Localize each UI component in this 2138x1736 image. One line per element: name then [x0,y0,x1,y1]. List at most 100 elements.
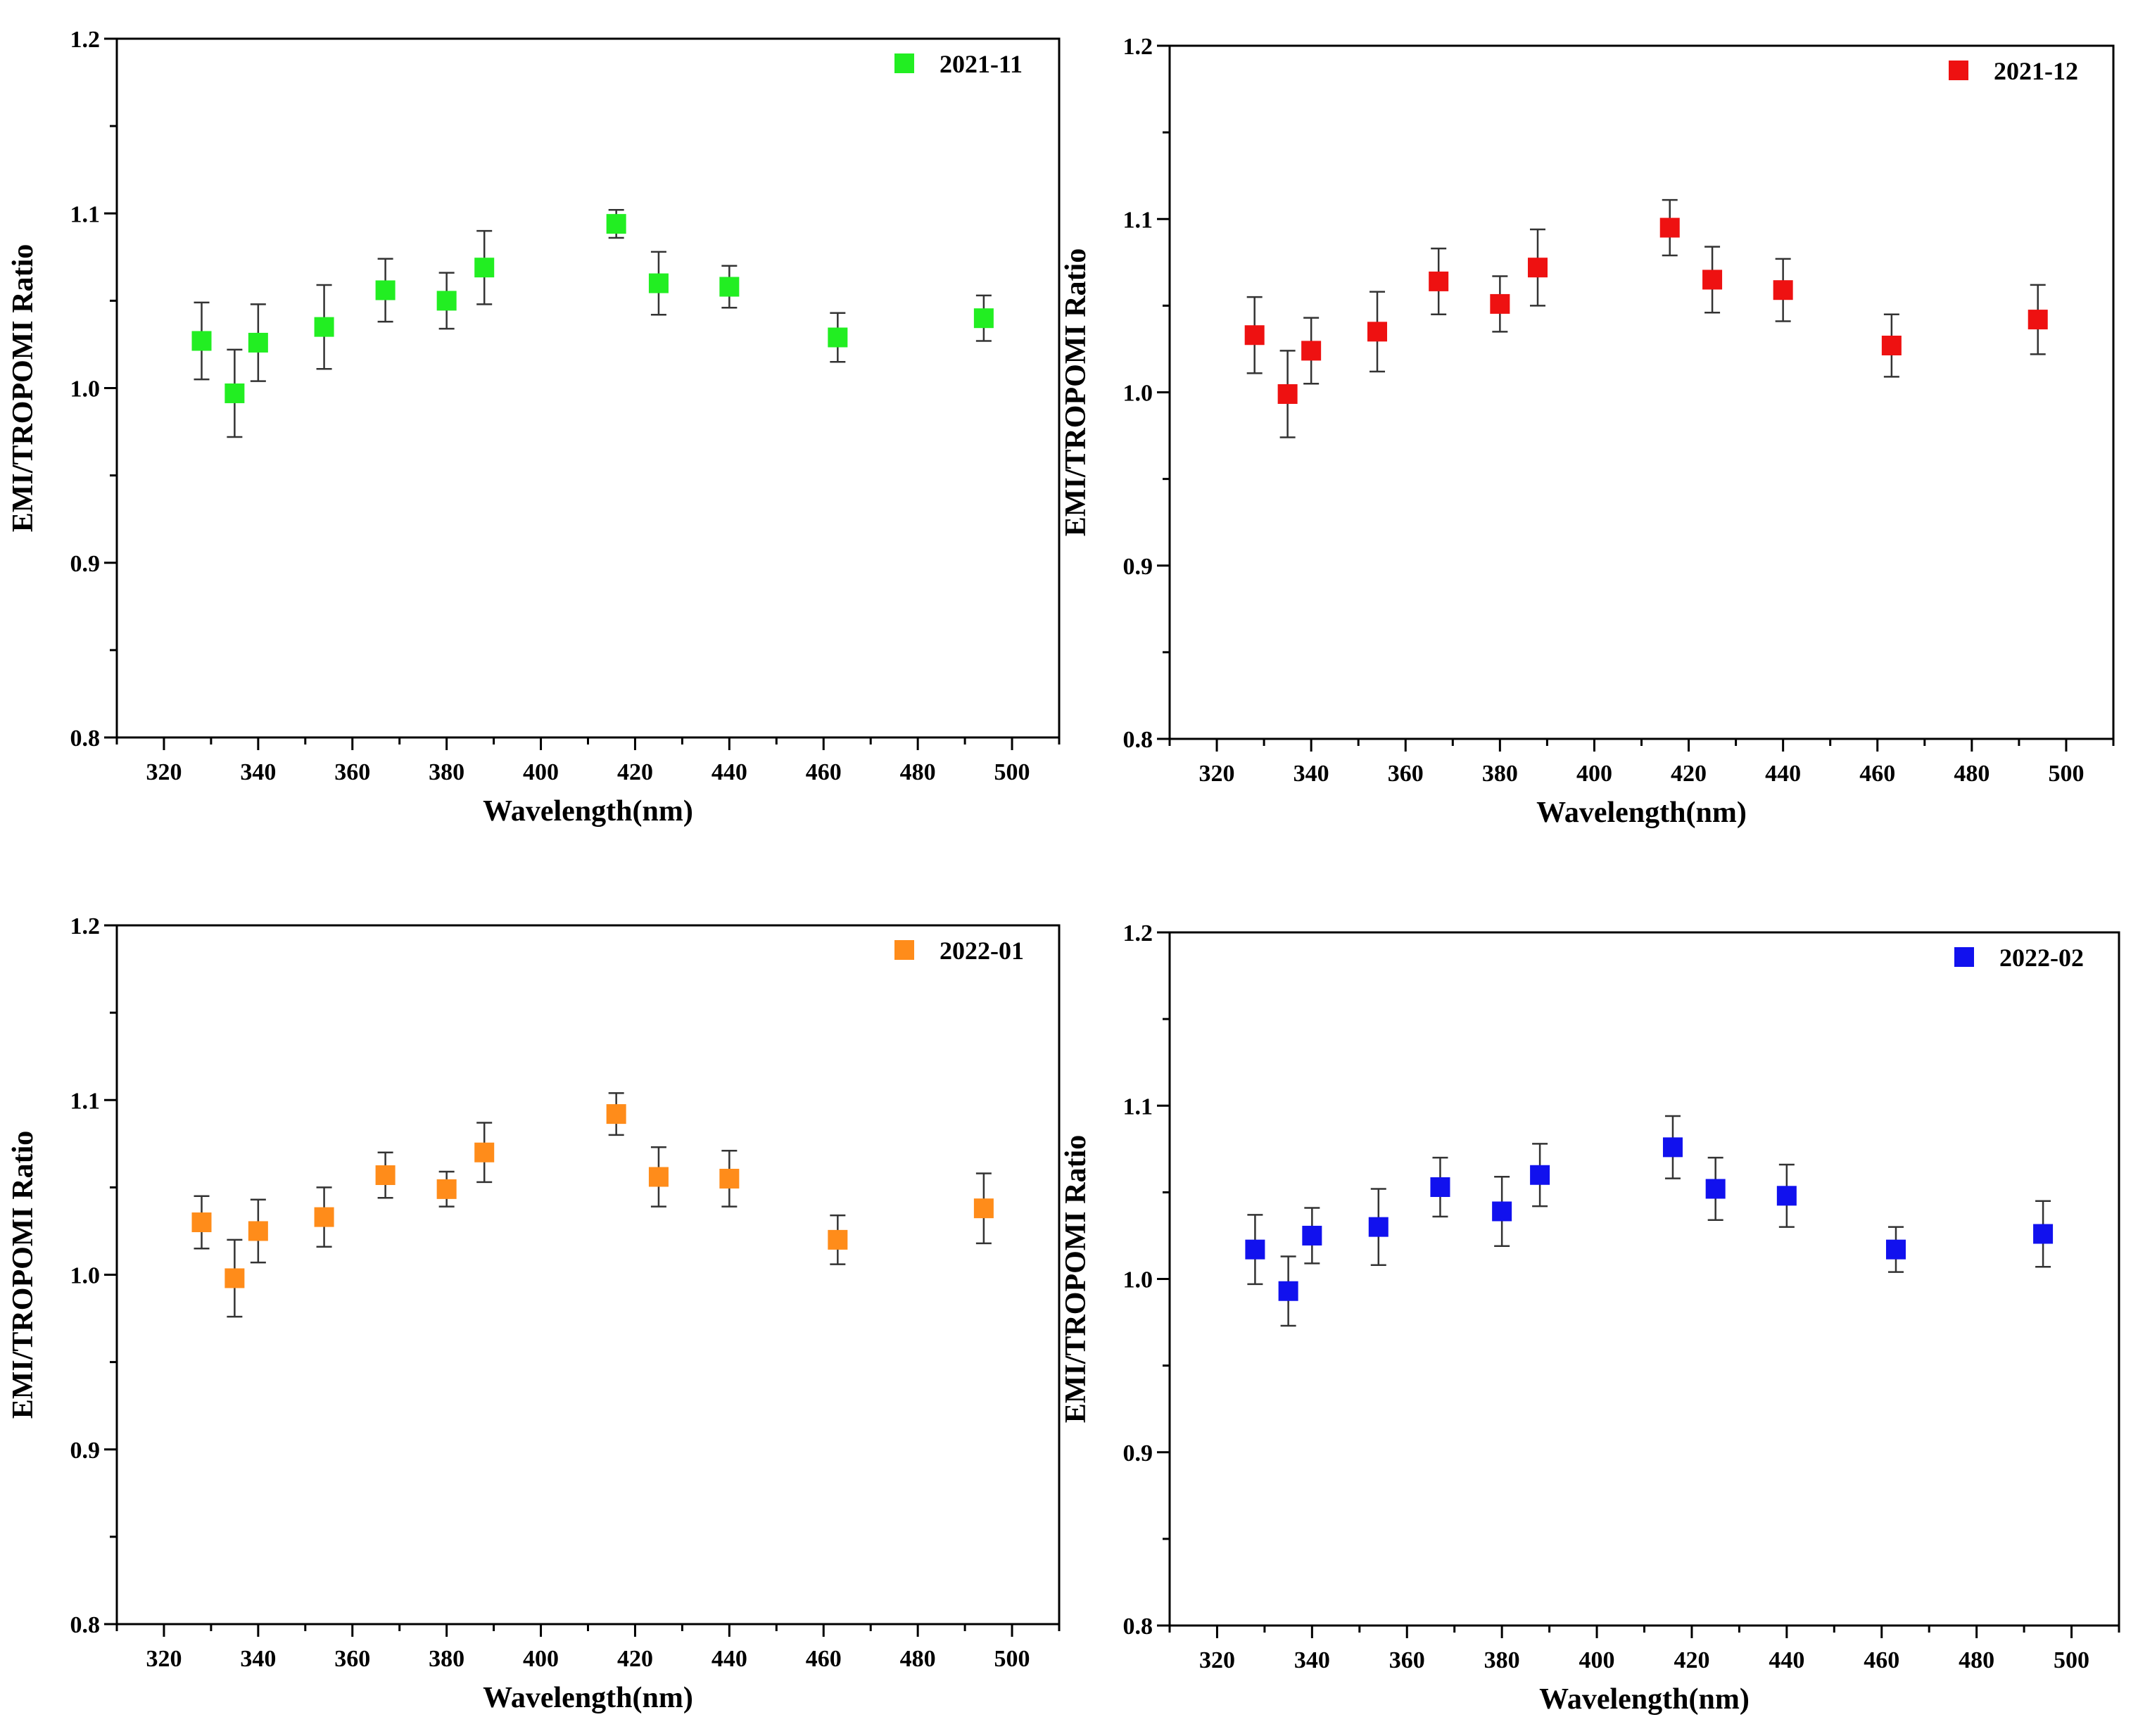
y-tick-label: 1.1 [1123,1094,1153,1120]
data-point [1244,325,1265,346]
y-tick-label: 1.0 [70,1263,101,1289]
x-tick-label: 440 [711,759,747,785]
x-axis-title: Wavelength(nm) [483,795,693,828]
x-tick-label: 500 [2054,1647,2089,1673]
x-tick-label: 320 [146,1646,182,1672]
x-tick-label: 340 [1293,761,1329,787]
y-axis-title: EMI/TROPOMI Ratio [7,1131,39,1419]
x-axis-title: Wavelength(nm) [1536,797,1747,829]
x-tick-label: 320 [1199,1647,1235,1673]
y-tick-label: 0.9 [1123,554,1153,580]
x-tick-label: 460 [1859,761,1895,787]
x-tick-label: 320 [146,759,182,785]
data-point [314,317,334,337]
y-tick-label: 1.1 [1123,207,1153,233]
x-tick-label: 380 [1484,1647,1520,1673]
x-axis-title: Wavelength(nm) [483,1682,693,1714]
x-tick-label: 420 [1674,1647,1709,1673]
chart-panel-1: 320 340 360 380 400 420 440 460 480 500 0.8 0.9 1.0 1… [7,27,1061,828]
data-point [474,1142,495,1162]
data-point [191,1212,212,1233]
x-tick-label: 420 [1671,761,1707,787]
data-point [1430,1177,1450,1197]
x-tick-label: 400 [1576,761,1612,787]
x-tick-label: 440 [1765,761,1801,787]
legend-marker [894,940,914,960]
x-tick-label: 380 [429,1646,464,1672]
data-point [1302,1225,1322,1246]
data-point [1492,1201,1512,1222]
x-tick-label: 440 [1769,1647,1804,1673]
y-tick-label: 0.8 [1123,727,1153,753]
data-point [1705,1179,1726,1199]
data-point [1278,1281,1298,1301]
y-tick-label: 0.8 [70,1612,101,1638]
data-point [648,273,669,293]
data-point [828,1229,848,1250]
plot-frame [115,37,1061,739]
y-tick-label: 1.0 [1123,381,1153,407]
y-tick-label: 1.2 [70,913,101,939]
y-axis-title: EMI/TROPOMI Ratio [7,244,39,532]
y-tick-label: 1.0 [1123,1267,1153,1293]
y-tick-label: 0.8 [70,726,101,752]
data-point [1527,258,1548,278]
x-tick-label: 340 [1294,1647,1330,1673]
y-tick-label: 1.1 [70,1088,101,1114]
plot-frame [1168,44,2115,740]
y-axis-title: EMI/TROPOMI Ratio [1060,1135,1092,1423]
x-tick-label: 380 [429,759,464,785]
data-point [1301,341,1322,361]
x-tick-label: 380 [1482,761,1518,787]
x-tick-label: 500 [994,1646,1030,1672]
x-tick-label: 360 [1389,1647,1425,1673]
x-tick-label: 360 [334,759,370,785]
x-tick-label: 400 [523,1646,559,1672]
data-point [1367,322,1388,342]
x-axis-title: Wavelength(nm) [1539,1683,1750,1716]
x-tick-label: 340 [240,759,276,785]
data-point [1245,1239,1265,1260]
y-tick-label: 1.2 [70,27,101,53]
data-point [375,280,396,300]
data-point [474,258,495,278]
series-2021-12 [1244,198,2048,438]
data-point [1368,1217,1389,1237]
legend-marker [894,53,914,73]
x-tick-label: 460 [806,1646,842,1672]
data-point [1662,1137,1683,1158]
plot-frame [115,924,1061,1626]
data-point [606,1104,626,1124]
data-point [719,277,740,297]
legend-marker [1949,61,1968,80]
y-tick-label: 1.0 [70,376,101,403]
x-tick-label: 480 [900,1646,936,1672]
data-point [248,1221,268,1241]
data-point [973,1198,994,1219]
x-tick-label: 480 [900,759,936,785]
data-point [1429,271,1449,291]
data-point [2033,1224,2054,1244]
data-point [436,1179,457,1199]
series-2021-11 [191,209,994,438]
data-point [1773,280,1793,300]
x-tick-label: 460 [806,759,842,785]
x-tick-label: 360 [1388,761,1424,787]
x-tick-label: 320 [1199,761,1235,787]
x-tick-label: 460 [1864,1647,1899,1673]
x-tick-label: 480 [1959,1647,1994,1673]
legend-marker [1954,947,1974,967]
x-tick-label: 400 [1579,1647,1615,1673]
x-tick-label: 400 [523,759,559,785]
x-tick-label: 360 [334,1646,370,1672]
x-tick-label: 500 [2048,761,2084,787]
y-tick-label: 0.9 [70,1438,101,1464]
y-tick-label: 1.2 [1123,34,1153,60]
data-point [1881,336,1902,356]
data-point [1490,293,1510,314]
data-point [224,383,245,403]
series-2022-02 [1245,1115,2054,1327]
data-point [973,308,994,329]
series-2022-01 [191,1092,994,1318]
